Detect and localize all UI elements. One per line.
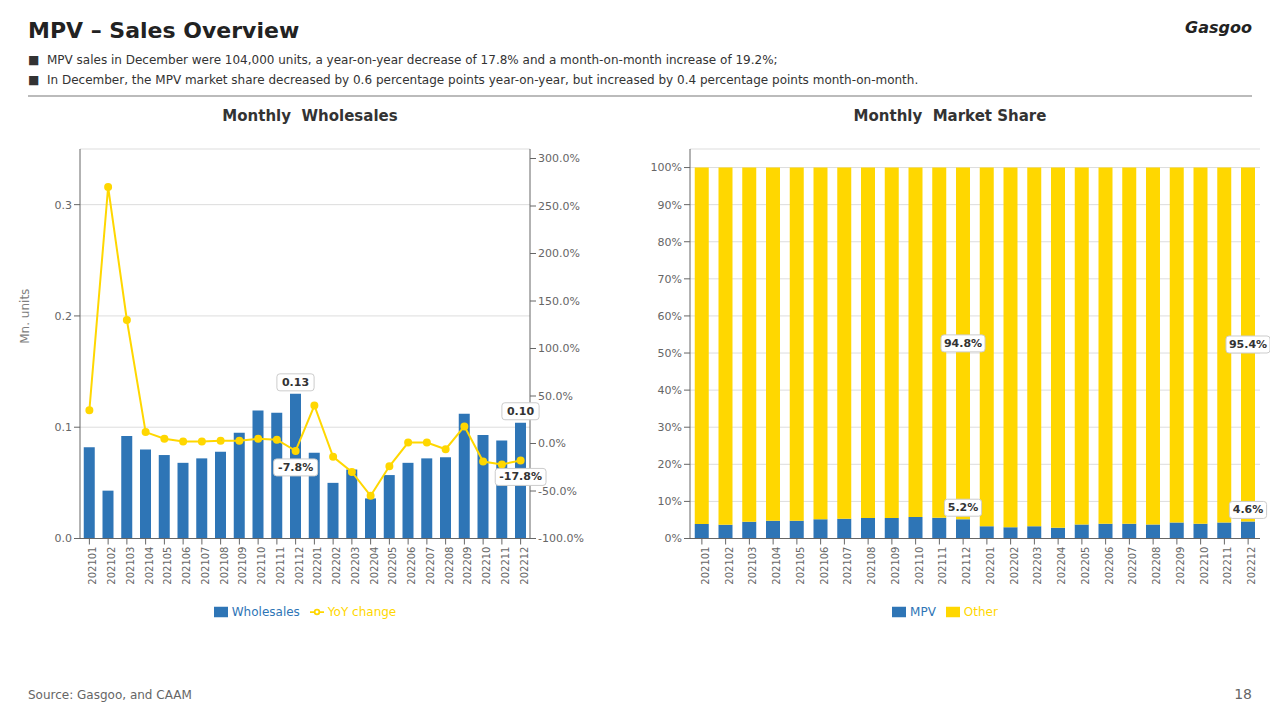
svg-text:202101: 202101 xyxy=(700,547,711,585)
svg-text:50.0%: 50.0% xyxy=(538,390,573,403)
svg-text:4.6%: 4.6% xyxy=(1233,503,1264,516)
svg-text:202108: 202108 xyxy=(866,547,877,585)
html-text:Monthly Market Share: Monthly Market Share xyxy=(853,107,1047,125)
svg-text:0.13: 0.13 xyxy=(282,376,309,389)
svg-text:202207: 202207 xyxy=(425,547,436,585)
svg-text:0.0%: 0.0% xyxy=(538,437,566,450)
svg-text:202107: 202107 xyxy=(842,547,853,585)
svg-text:202110: 202110 xyxy=(914,547,925,585)
svg-text:202205: 202205 xyxy=(1080,547,1091,585)
svg-text:202109: 202109 xyxy=(237,547,248,585)
svg-text:202111: 202111 xyxy=(937,547,948,585)
svg-text:202206: 202206 xyxy=(406,547,417,585)
svg-text:202210: 202210 xyxy=(481,547,492,585)
svg-text:202102: 202102 xyxy=(106,547,117,585)
svg-text:202103: 202103 xyxy=(125,547,136,585)
svg-text:-100.0%: -100.0% xyxy=(538,532,584,545)
svg-text:202206: 202206 xyxy=(1104,547,1115,585)
svg-text:250.0%: 250.0% xyxy=(538,200,580,213)
svg-text:202203: 202203 xyxy=(1032,547,1043,585)
svg-text:202105: 202105 xyxy=(162,547,173,585)
svg-text:0.0: 0.0 xyxy=(55,532,73,545)
svg-text:202105: 202105 xyxy=(795,547,806,585)
svg-text:202210: 202210 xyxy=(1199,547,1210,585)
svg-text:202212: 202212 xyxy=(1246,547,1257,585)
svg-text:202103: 202103 xyxy=(747,547,758,585)
svg-text:90%: 90% xyxy=(658,199,682,212)
svg-text:202104: 202104 xyxy=(771,547,782,585)
svg-text:202112: 202112 xyxy=(294,547,305,585)
svg-text:202209: 202209 xyxy=(462,547,473,585)
html-text:■ In December, the MPV market: ■ In December, the MPV market share decr… xyxy=(28,73,919,87)
svg-text:202107: 202107 xyxy=(200,547,211,585)
svg-text:202211: 202211 xyxy=(500,547,511,585)
svg-text:60%: 60% xyxy=(658,310,682,323)
svg-text:150.0%: 150.0% xyxy=(538,295,580,308)
svg-text:20%: 20% xyxy=(658,458,682,471)
html-text:18: 18 xyxy=(1234,686,1252,702)
svg-text:202101: 202101 xyxy=(87,547,98,585)
svg-text:202208: 202208 xyxy=(444,547,455,585)
html-text:Source: Gasgoo, and CAAM: Source: Gasgoo, and CAAM xyxy=(28,688,192,702)
svg-text:50%: 50% xyxy=(658,347,682,360)
svg-text:200.0%: 200.0% xyxy=(538,247,580,260)
svg-text:300.0%: 300.0% xyxy=(538,152,580,165)
svg-text:202205: 202205 xyxy=(387,547,398,585)
svg-text:100%: 100% xyxy=(651,161,682,174)
svg-text:202211: 202211 xyxy=(1222,547,1233,585)
svg-text:0.10: 0.10 xyxy=(507,405,534,418)
svg-text:95.4%: 95.4% xyxy=(1229,338,1267,351)
svg-text:202106: 202106 xyxy=(181,547,192,585)
svg-text:202201: 202201 xyxy=(985,547,996,585)
svg-text:202204: 202204 xyxy=(369,547,380,585)
svg-text:40%: 40% xyxy=(658,384,682,397)
svg-text:202104: 202104 xyxy=(144,547,155,585)
svg-text:202202: 202202 xyxy=(1009,547,1020,585)
svg-text:Mn. units: Mn. units xyxy=(18,289,32,344)
svg-text:202212: 202212 xyxy=(519,547,530,585)
svg-text:100.0%: 100.0% xyxy=(538,342,580,355)
svg-text:202108: 202108 xyxy=(219,547,230,585)
svg-text:202106: 202106 xyxy=(819,547,830,585)
svg-text:202112: 202112 xyxy=(961,547,972,585)
svg-text:70%: 70% xyxy=(658,273,682,286)
svg-text:0.2: 0.2 xyxy=(55,310,73,323)
svg-text:202110: 202110 xyxy=(256,547,267,585)
svg-text:-50.0%: -50.0% xyxy=(538,485,577,498)
svg-text:202208: 202208 xyxy=(1151,547,1162,585)
html-text:Other: Other xyxy=(963,604,998,619)
svg-text:202204: 202204 xyxy=(1056,547,1067,585)
html-text:Wholesales: Wholesales xyxy=(231,604,300,619)
svg-text:5.2%: 5.2% xyxy=(948,501,979,514)
html-text:MPV – Sales Overview: MPV – Sales Overview xyxy=(28,18,300,43)
svg-text:202207: 202207 xyxy=(1127,547,1138,585)
svg-text:0.1: 0.1 xyxy=(55,421,73,434)
html-text:Monthly Wholesales: Monthly Wholesales xyxy=(222,107,398,125)
svg-text:202201: 202201 xyxy=(312,547,323,585)
html-text:■ MPV sales in December were 1: ■ MPV sales in December were 104,000 uni… xyxy=(28,53,778,67)
svg-text:30%: 30% xyxy=(658,421,682,434)
svg-text:10%: 10% xyxy=(658,495,682,508)
svg-text:-7.8%: -7.8% xyxy=(278,461,313,474)
svg-text:202102: 202102 xyxy=(724,547,735,585)
svg-text:0%: 0% xyxy=(665,532,682,545)
svg-text:202109: 202109 xyxy=(890,547,901,585)
svg-text:202202: 202202 xyxy=(331,547,342,585)
svg-text:202111: 202111 xyxy=(275,547,286,585)
svg-text:202209: 202209 xyxy=(1175,547,1186,585)
svg-text:80%: 80% xyxy=(658,236,682,249)
html-text:YoY change: YoY change xyxy=(327,604,397,619)
svg-text:94.8%: 94.8% xyxy=(944,337,982,350)
svg-text:0.3: 0.3 xyxy=(55,199,73,212)
html-text:Gasgoo: Gasgoo xyxy=(1185,18,1252,37)
svg-text:202203: 202203 xyxy=(350,547,361,585)
svg-text:-17.8%: -17.8% xyxy=(499,470,542,483)
html-text:MPV: MPV xyxy=(910,604,936,619)
